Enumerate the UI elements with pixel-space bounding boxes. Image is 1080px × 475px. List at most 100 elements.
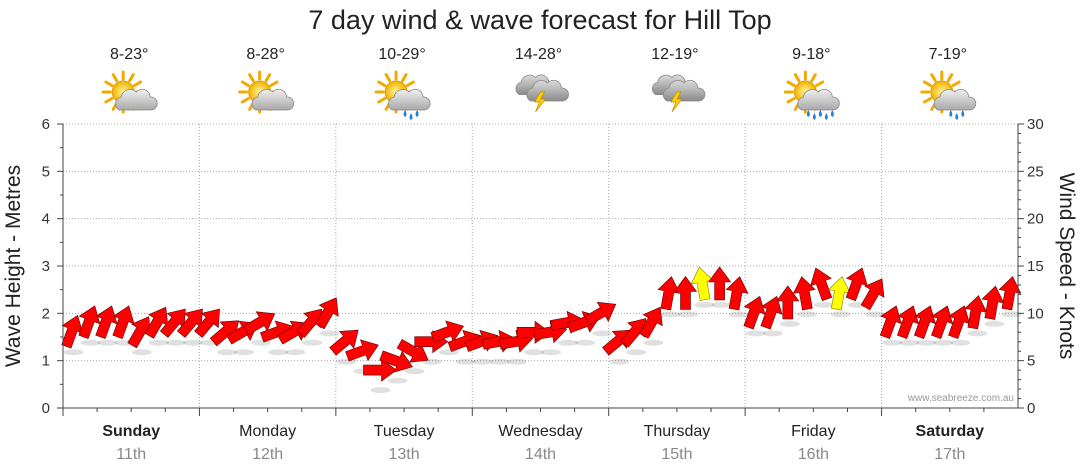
- wind-arrow: [931, 305, 954, 339]
- wind-arrow-shadow: [387, 377, 408, 384]
- wind-arrow: [315, 297, 339, 330]
- wind-arrow-shadow: [796, 311, 817, 318]
- wind-arrow: [95, 305, 118, 339]
- wind-arrow-shadow: [677, 311, 698, 318]
- wind-arrow-shadow: [711, 301, 732, 308]
- day-date: 17th: [934, 446, 965, 463]
- wind-arrow-shadow: [626, 349, 647, 356]
- wind-arrow-shadow: [592, 330, 613, 337]
- day-name-saturday: Saturday: [916, 423, 985, 440]
- wind-arrow-shadow: [1001, 311, 1022, 318]
- wind-arrow: [602, 329, 632, 356]
- day-date: 13th: [389, 446, 420, 463]
- wind-arrow: [725, 276, 749, 311]
- wind-arrow-shadow: [694, 301, 715, 308]
- day-temperature: 9-18°: [792, 46, 830, 63]
- left-tick-label: 5: [42, 163, 50, 180]
- wind-arrow-shadow: [404, 368, 425, 375]
- day-name-monday: Monday: [239, 423, 296, 440]
- right-tick-label: 30: [1027, 116, 1044, 133]
- day-temperature: 14-28°: [515, 46, 562, 63]
- wind-arrow-shadow: [967, 330, 988, 337]
- day-name-sunday: Sunday: [102, 423, 160, 440]
- wind-arrow: [78, 305, 101, 339]
- wind-arrow-shadow: [165, 339, 186, 346]
- day-name-thursday: Thursday: [644, 423, 711, 440]
- site-credit: www.seabreeze.com.au: [907, 393, 1014, 404]
- wind-arrow-shadow: [217, 349, 238, 356]
- wind-arrow-shadow: [916, 339, 937, 346]
- day-temperature: 8-23°: [110, 46, 148, 63]
- day-name-friday: Friday: [791, 423, 835, 440]
- day-temperature: 8-28°: [246, 46, 284, 63]
- wind-arrow-shadow: [455, 358, 476, 365]
- wind-arrow-shadow: [762, 330, 783, 337]
- day-name-tuesday: Tuesday: [374, 423, 435, 440]
- partly-cloudy-icon: [238, 70, 295, 114]
- wind-arrow: [673, 275, 698, 310]
- wind-arrow: [860, 278, 885, 311]
- right-tick-label: 10: [1027, 305, 1044, 322]
- day-name-wednesday: Wednesday: [498, 423, 582, 440]
- wind-arrow-shadow: [370, 387, 391, 394]
- rain-icon: [783, 70, 840, 120]
- wind-arrow: [584, 301, 617, 326]
- partly-cloudy-icon: [101, 70, 158, 114]
- day-date: 15th: [661, 446, 692, 463]
- wind-arrow: [329, 329, 359, 356]
- wind-arrow: [810, 267, 833, 302]
- day-date: 11th: [116, 446, 146, 463]
- wind-arrow-shadow: [728, 311, 749, 318]
- wind-arrow: [776, 285, 800, 320]
- wind-arrow-shadow: [319, 330, 340, 337]
- wind-arrow-shadow: [899, 339, 920, 346]
- right-tick-label: 0: [1027, 400, 1035, 417]
- wind-arrow-shadow: [950, 339, 971, 346]
- wind-arrow-shadow: [148, 339, 169, 346]
- wind-arrow: [657, 276, 681, 311]
- wind-arrow-shadow: [97, 339, 118, 346]
- wind-arrow: [792, 276, 816, 311]
- wind-arrow-shadow: [302, 339, 323, 346]
- wind-arrow-shadow: [63, 349, 84, 356]
- wind-arrow: [743, 295, 766, 330]
- right-tick-label: 5: [1027, 353, 1035, 370]
- wind-arrow: [760, 295, 783, 330]
- day-temperature: 12-19°: [651, 46, 698, 63]
- wind-arrow: [345, 339, 379, 362]
- wind-arrow-shadow: [506, 358, 527, 365]
- wind-arrow: [243, 311, 276, 336]
- wind-arrow-shadow: [80, 339, 101, 346]
- wind-arrow-shadow: [745, 330, 766, 337]
- wind-arrow-shadow: [558, 339, 579, 346]
- wind-arrow: [194, 308, 220, 338]
- wind-arrow-shadow: [575, 339, 596, 346]
- wind-arrow-shadow: [882, 339, 903, 346]
- day-temperature: 10-29°: [378, 46, 425, 63]
- right-tick-label: 25: [1027, 163, 1044, 180]
- wind-arrow: [708, 266, 732, 301]
- wind-arrow-shadow: [523, 349, 544, 356]
- wind-arrow-shadow: [830, 311, 851, 318]
- wind-arrow-shadow: [609, 358, 630, 365]
- wind-arrow-shadow: [865, 311, 886, 318]
- wind-arrow-shadow: [472, 358, 493, 365]
- wind-arrow: [379, 350, 413, 373]
- wind-arrow: [913, 305, 937, 339]
- showers-icon: [920, 70, 977, 120]
- wind-arrow-shadow: [541, 349, 562, 356]
- wind-arrow-shadow: [779, 320, 800, 327]
- wind-arrow-shadow: [813, 301, 834, 308]
- wind-arrow: [296, 308, 323, 338]
- wind-arrow: [998, 276, 1022, 311]
- storm-icon: [651, 74, 706, 113]
- right-axis-title: Wind Speed - Knots: [1055, 173, 1078, 360]
- day-date: 12th: [252, 446, 283, 463]
- wind-arrow-shadow: [268, 349, 289, 356]
- storm-icon: [515, 74, 569, 113]
- wind-arrow: [879, 305, 902, 339]
- left-tick-label: 1: [42, 353, 50, 370]
- wind-arrow: [620, 318, 647, 348]
- right-tick-label: 15: [1027, 258, 1044, 275]
